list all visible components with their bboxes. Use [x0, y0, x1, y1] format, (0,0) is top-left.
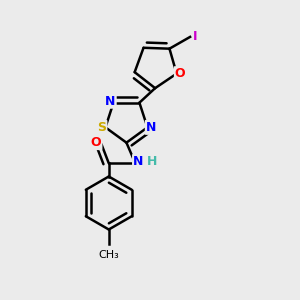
Text: S: S	[98, 121, 106, 134]
Text: I: I	[193, 30, 198, 44]
Text: O: O	[91, 136, 101, 149]
Text: N: N	[133, 155, 143, 168]
Text: O: O	[175, 67, 185, 80]
Text: CH₃: CH₃	[98, 250, 119, 260]
Text: N: N	[146, 121, 156, 134]
Text: N: N	[105, 95, 116, 108]
Text: H: H	[146, 155, 157, 168]
